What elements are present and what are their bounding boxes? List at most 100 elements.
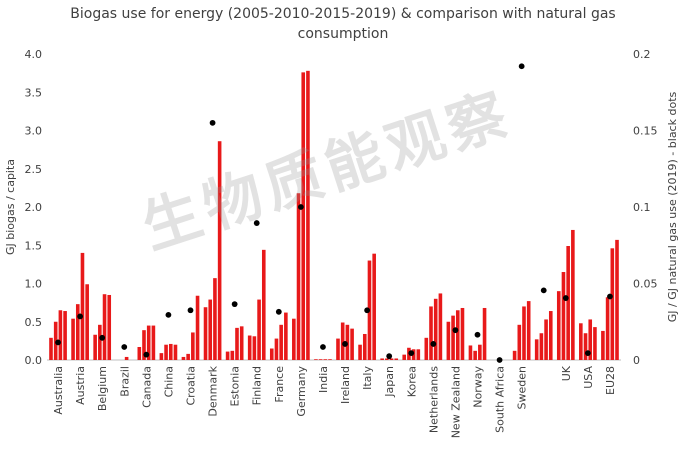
bar (98, 324, 102, 360)
bar (284, 312, 288, 360)
y-tick-label: 4.0 (25, 48, 43, 61)
bar (380, 358, 384, 360)
bar (301, 72, 306, 361)
category-label: China (162, 366, 175, 397)
category-label: Belgium (96, 366, 109, 411)
bar (336, 338, 340, 360)
bar (526, 301, 531, 360)
bar (517, 324, 522, 360)
y-tick-label: 0.0 (25, 354, 43, 367)
category-label: EU28 (604, 366, 617, 395)
bar (451, 315, 455, 360)
bar (455, 310, 460, 360)
bar (556, 291, 561, 360)
bar (269, 348, 274, 360)
bar (274, 338, 279, 360)
bar (571, 229, 575, 360)
gas-ratio-dot (121, 344, 128, 350)
bar (217, 141, 222, 360)
category-label: Estonia (229, 366, 242, 407)
chart-subtitle: consumption (297, 26, 389, 42)
bar (588, 319, 593, 360)
gas-ratio-dot (518, 63, 525, 70)
bar (433, 298, 438, 360)
y2-tick-label: 0.2 (633, 48, 651, 61)
gas-ratio-dot (408, 350, 415, 357)
bar (358, 344, 362, 360)
bar (544, 319, 548, 360)
bar (257, 299, 261, 360)
dots-group (55, 63, 613, 363)
category-label: Korea (405, 366, 418, 397)
bar (159, 353, 164, 360)
category-label: Japan (383, 366, 396, 398)
bar (252, 336, 257, 360)
bar (137, 347, 142, 360)
bar (605, 297, 610, 360)
bar (561, 272, 566, 360)
y2-tick-label: 0.1 (633, 201, 651, 214)
axes-group: 0.0 0.5 1.0 1.5 2.0 2.5 3.0 3.5 4.0 0 0.05 0.1 0.15 0… (4, 48, 679, 367)
bar (340, 322, 345, 360)
bar (71, 318, 75, 360)
y2-tick-label: 0.15 (633, 125, 658, 138)
bar (195, 295, 200, 360)
bar (151, 325, 156, 360)
bar (429, 306, 433, 360)
category-label: Netherlands (427, 366, 440, 433)
category-label: Croatia (185, 366, 198, 406)
y2-tick-label: 0 (633, 354, 640, 367)
gas-ratio-dot (99, 334, 106, 341)
bar (579, 323, 583, 360)
category-label: Australia (52, 366, 65, 415)
bar (615, 239, 619, 360)
y-axis-label: GJ biogas / capita (4, 159, 17, 255)
category-label: Italy (361, 366, 374, 390)
y2-axis-label: GJ / GJ natural gas use (2019) - black d… (666, 92, 679, 323)
gas-ratio-dot (364, 307, 371, 314)
category-label: Germany (295, 366, 308, 417)
bar (146, 325, 151, 360)
bar (593, 327, 597, 360)
bar (80, 252, 85, 360)
gas-ratio-dot (342, 341, 348, 347)
category-label: Sweden (516, 366, 529, 409)
bar (512, 350, 517, 360)
bar (372, 253, 376, 360)
y-tick-label: 0.5 (25, 316, 43, 329)
gas-ratio-dot (386, 353, 393, 360)
y-tick-label: 1.5 (25, 239, 43, 252)
bar (203, 307, 208, 360)
bar (460, 307, 465, 360)
category-label: USA (582, 366, 595, 389)
bar (402, 354, 407, 360)
y-tick-label: 1.0 (25, 278, 43, 291)
bar (173, 344, 178, 360)
bar (468, 345, 473, 360)
bar (296, 193, 301, 360)
gas-ratio-dot (231, 301, 238, 308)
category-label: UK (560, 365, 573, 381)
gas-ratio-dot (562, 295, 569, 301)
category-label: Brazil (118, 366, 131, 397)
chart-title: Biogas use for energy (2005-2010-2015-20… (70, 6, 616, 22)
gas-ratio-dot (143, 351, 150, 358)
bars-group (49, 70, 619, 361)
category-label: Norway (472, 366, 485, 408)
bar (522, 306, 526, 360)
gas-ratio-dot (452, 327, 459, 334)
gas-ratio-dot (540, 287, 547, 294)
bar (247, 335, 252, 360)
gas-ratio-dot (496, 357, 503, 363)
bar (107, 294, 112, 360)
bar (75, 304, 80, 360)
bar (389, 358, 394, 360)
bar (438, 293, 443, 360)
bar (534, 339, 539, 360)
bar (362, 333, 367, 360)
category-label: Finland (251, 366, 264, 405)
bar (49, 337, 53, 360)
bar (142, 330, 146, 360)
category-label: India (317, 366, 330, 393)
category-label: New Zealand (449, 366, 462, 438)
